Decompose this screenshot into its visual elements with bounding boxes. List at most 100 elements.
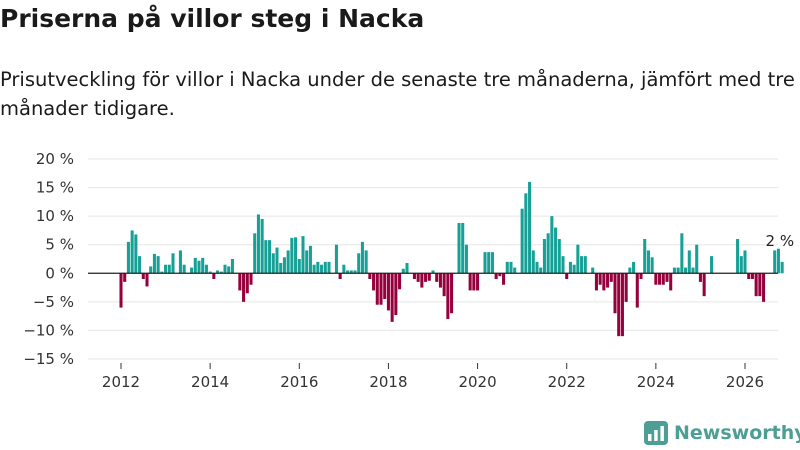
bar [691,267,695,274]
bar [238,273,242,291]
bar [750,273,754,279]
bar [424,273,428,282]
bar [279,263,283,274]
brand-name: Newsworthy [674,422,800,444]
bar [130,230,134,274]
bar [676,267,680,274]
bar [542,239,546,274]
bar [386,273,390,311]
bar [323,261,327,274]
bar [312,264,316,274]
bar [524,193,528,274]
bar [216,270,220,274]
bar [152,253,156,274]
bar [353,270,357,274]
bar [338,273,342,279]
bar [762,273,766,302]
bar [780,261,784,274]
bar [528,181,532,274]
bar [219,271,223,274]
bar [494,273,498,279]
bar [602,273,606,291]
bar [747,273,751,279]
bar [654,273,658,285]
bar [427,273,431,281]
bar [245,273,249,294]
bar [145,273,149,287]
bar [665,273,669,282]
bar [594,273,598,291]
bar [531,250,535,274]
bar [290,237,294,274]
bar [171,253,175,274]
x-tick-label: 2018 [369,373,407,391]
bar [394,273,398,315]
bar [539,267,543,274]
bar [201,257,205,274]
bar [591,267,595,274]
bar [375,273,379,305]
bar [253,233,257,274]
bars [88,181,784,337]
x-tick-label: 2020 [458,373,496,391]
bar [268,240,272,274]
bar [141,273,145,279]
bar [695,244,699,274]
bar [546,233,550,274]
bar [308,245,312,274]
bar [134,234,138,274]
bar [468,273,472,291]
bar [639,273,643,279]
bar [360,241,364,274]
chart-subtitle: Prisutveckling för villor i Nacka under … [0,68,795,120]
x-tick-label: 2026 [726,373,764,391]
bar [743,250,747,274]
bar [412,273,416,279]
y-tick-label: −15 % [23,350,74,368]
bar [624,273,628,302]
bar [758,273,762,297]
bar [204,264,208,274]
bar [249,273,253,285]
bar [554,227,558,274]
x-tick-label: 2022 [548,373,586,391]
bar [431,270,435,274]
bar [271,253,275,274]
bar [320,264,324,274]
x-tick-label: 2012 [102,373,140,391]
bar [260,219,264,274]
bar [197,260,201,274]
annotation-layer: 2 % [764,231,796,252]
bar [230,259,234,274]
bar [349,270,353,274]
bar [583,256,587,274]
bar [123,273,127,282]
bar [368,273,372,279]
x-tick-label: 2014 [191,373,229,391]
x-tick-label: 2024 [637,373,675,391]
bar [405,263,409,274]
newsworthy-logo-icon [644,421,668,445]
bar [476,273,480,291]
bar [487,252,491,274]
bar [316,261,320,274]
bar [739,256,743,274]
bar [505,261,509,274]
bar [672,267,676,274]
bar [698,273,702,282]
bar [550,216,554,274]
bar [286,250,290,274]
bar [658,273,662,285]
y-tick-label: −10 % [23,321,74,339]
bar [327,261,331,274]
bar [702,273,706,297]
x-axis-ticks: 2012 2014 2016 2018 2020 2022 2024 2026 [102,363,764,391]
bar [167,264,171,274]
bar [119,273,123,308]
bar [606,273,610,288]
bar [379,273,383,305]
bar [149,266,153,274]
bar [461,223,465,274]
bar [598,273,602,285]
bar [635,273,639,308]
